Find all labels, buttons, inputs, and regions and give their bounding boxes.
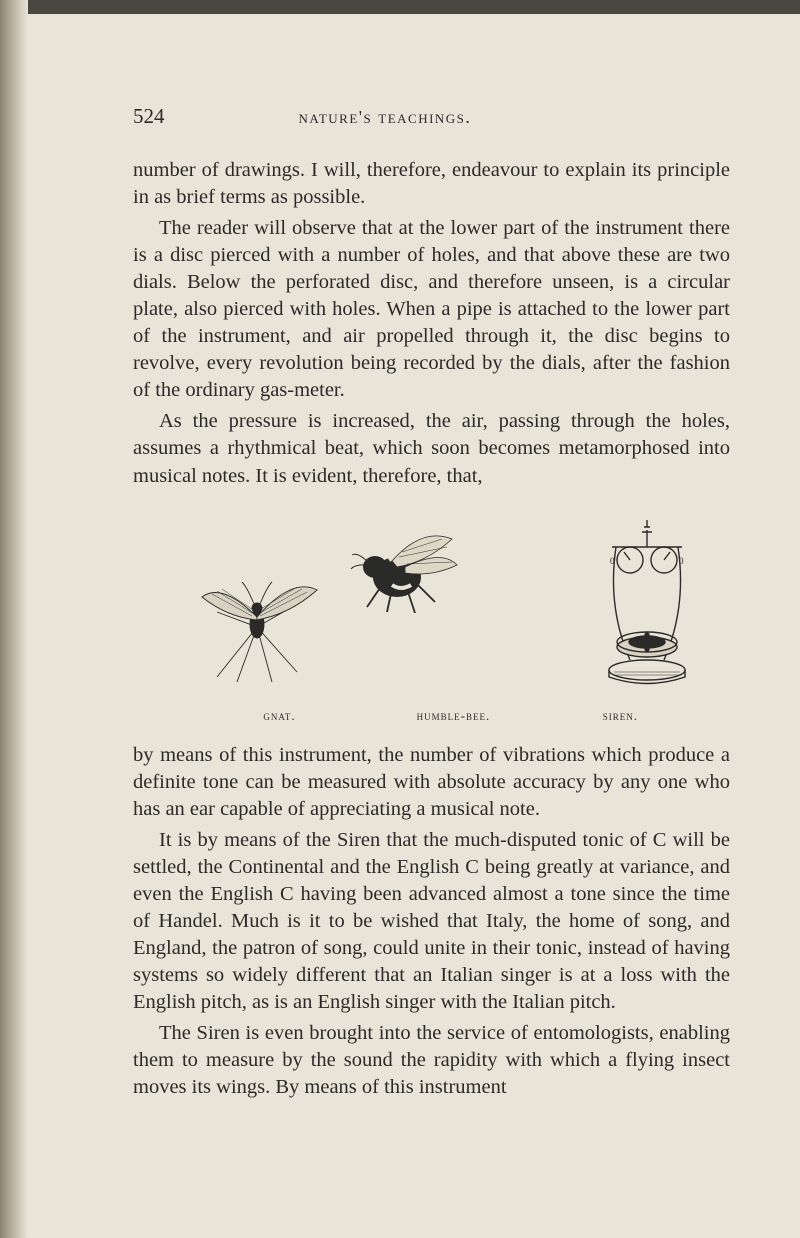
paragraph: The Siren is even brought into the servi… [133, 1020, 730, 1101]
page-header: 524 nature's teachings. [133, 104, 730, 129]
page-top-edge [0, 0, 800, 14]
paragraph: number of drawings. I will, therefore, e… [133, 157, 730, 211]
page-number: 524 [133, 104, 165, 129]
caption-humble-bee: humble-bee. [356, 708, 551, 724]
paragraph: by means of this instrument, the number … [133, 742, 730, 823]
paragraph: The reader will observe that at the lowe… [133, 215, 730, 404]
engraving-illustration: 0 0 [162, 512, 702, 702]
caption-siren: siren. [551, 708, 690, 724]
paragraph: As the pressure is increased, the air, p… [133, 408, 730, 489]
running-head: nature's teachings. [299, 107, 472, 128]
svg-text:0: 0 [610, 556, 615, 566]
figure-block: 0 0 gnat. humble-bee. siren. [133, 512, 730, 724]
paragraph: It is by means of the Siren that the muc… [133, 827, 730, 1016]
page-content: 524 nature's teachings. number of drawin… [28, 14, 800, 1238]
figure-captions: gnat. humble-bee. siren. [133, 708, 730, 724]
gutter-shadow [0, 0, 28, 1238]
caption-gnat: gnat. [173, 708, 356, 724]
svg-text:0: 0 [679, 556, 684, 566]
